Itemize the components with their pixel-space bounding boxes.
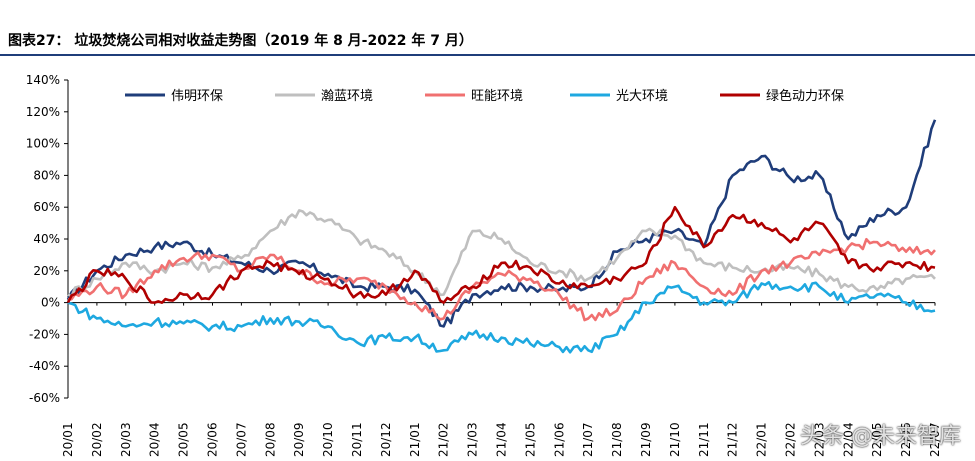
x-tick-label: 20/07 (234, 422, 248, 457)
x-tick-label: 20/01 (61, 422, 75, 457)
y-tick-label: -60% (29, 391, 60, 405)
x-tick-label: 21/02 (437, 422, 451, 457)
y-tick-label: 80% (33, 168, 60, 182)
chart-axes: -60% -40% -20% 0% 20% 40% 60% 80% 100% 120% 140% 20… (26, 73, 942, 457)
x-tick-label: 20/11 (350, 422, 364, 457)
chart-title: 图表27： 垃圾焚烧公司相对收益走势图（2019 年 8 月-2022 年 7 … (8, 33, 473, 49)
x-tick-label: 22/02 (784, 422, 798, 457)
legend: 伟明环保 瀚蓝环境 旺能环境 光大环境 绿色动力环保 (125, 88, 844, 104)
series-line-5 (66, 205, 936, 304)
x-tick-label: 22/03 (812, 422, 826, 457)
x-tick-label: 22/06 (899, 422, 913, 457)
legend-label: 瀚蓝环境 (321, 89, 373, 104)
x-tick-label: 20/04 (148, 422, 162, 457)
y-tick-label: 60% (33, 200, 60, 214)
x-tick-label: 21/11 (697, 422, 711, 457)
x-tick-label: 21/12 (726, 422, 740, 457)
x-tick-label: 21/03 (466, 422, 480, 457)
y-tick-label: 0% (41, 296, 60, 310)
x-tick-label: 20/05 (177, 422, 191, 457)
watermark-text: 头条 @未来智库 (800, 424, 961, 449)
x-tick-label: 22/07 (928, 422, 942, 457)
x-tick-label: 20/03 (119, 422, 133, 457)
legend-label: 绿色动力环保 (766, 88, 844, 104)
x-tick-label: 22/01 (755, 422, 769, 457)
x-tick-label: 20/09 (292, 422, 306, 457)
plot-area (66, 119, 937, 354)
x-tick-label: 20/08 (263, 422, 277, 457)
x-tick-label: 21/08 (610, 422, 624, 457)
x-tick-label: 21/05 (523, 422, 537, 457)
x-tick-label: 21/09 (639, 422, 653, 457)
x-tick-label: 20/06 (206, 422, 220, 457)
title-divider (0, 54, 975, 56)
x-tick-label: 22/05 (870, 422, 884, 457)
x-tick-label: 22/04 (841, 422, 855, 457)
y-tick-label: 20% (33, 264, 60, 278)
y-tick-label: -40% (29, 359, 60, 373)
x-tick-label: 21/07 (581, 422, 595, 457)
y-tick-label: 40% (33, 232, 60, 246)
series-line-4 (67, 280, 936, 354)
legend-label: 伟明环保 (171, 89, 223, 104)
x-tick-label: 21/10 (668, 422, 682, 457)
y-tick-label: 140% (26, 73, 60, 87)
x-tick-label: 20/02 (90, 422, 104, 457)
y-tick-label: -20% (29, 327, 60, 341)
series-line-3 (67, 237, 936, 322)
x-tick-label: 20/10 (321, 422, 335, 457)
x-tick-label: 20/12 (379, 422, 393, 457)
x-tick-label: 21/04 (495, 422, 509, 457)
x-tick-label: 21/06 (552, 422, 566, 457)
series-line-2 (67, 209, 936, 298)
y-tick-label: 120% (26, 105, 60, 119)
x-tick-label: 21/01 (408, 422, 422, 457)
y-tick-label: 100% (26, 137, 60, 151)
legend-label: 旺能环境 (471, 89, 523, 104)
legend-label: 光大环境 (616, 89, 668, 104)
